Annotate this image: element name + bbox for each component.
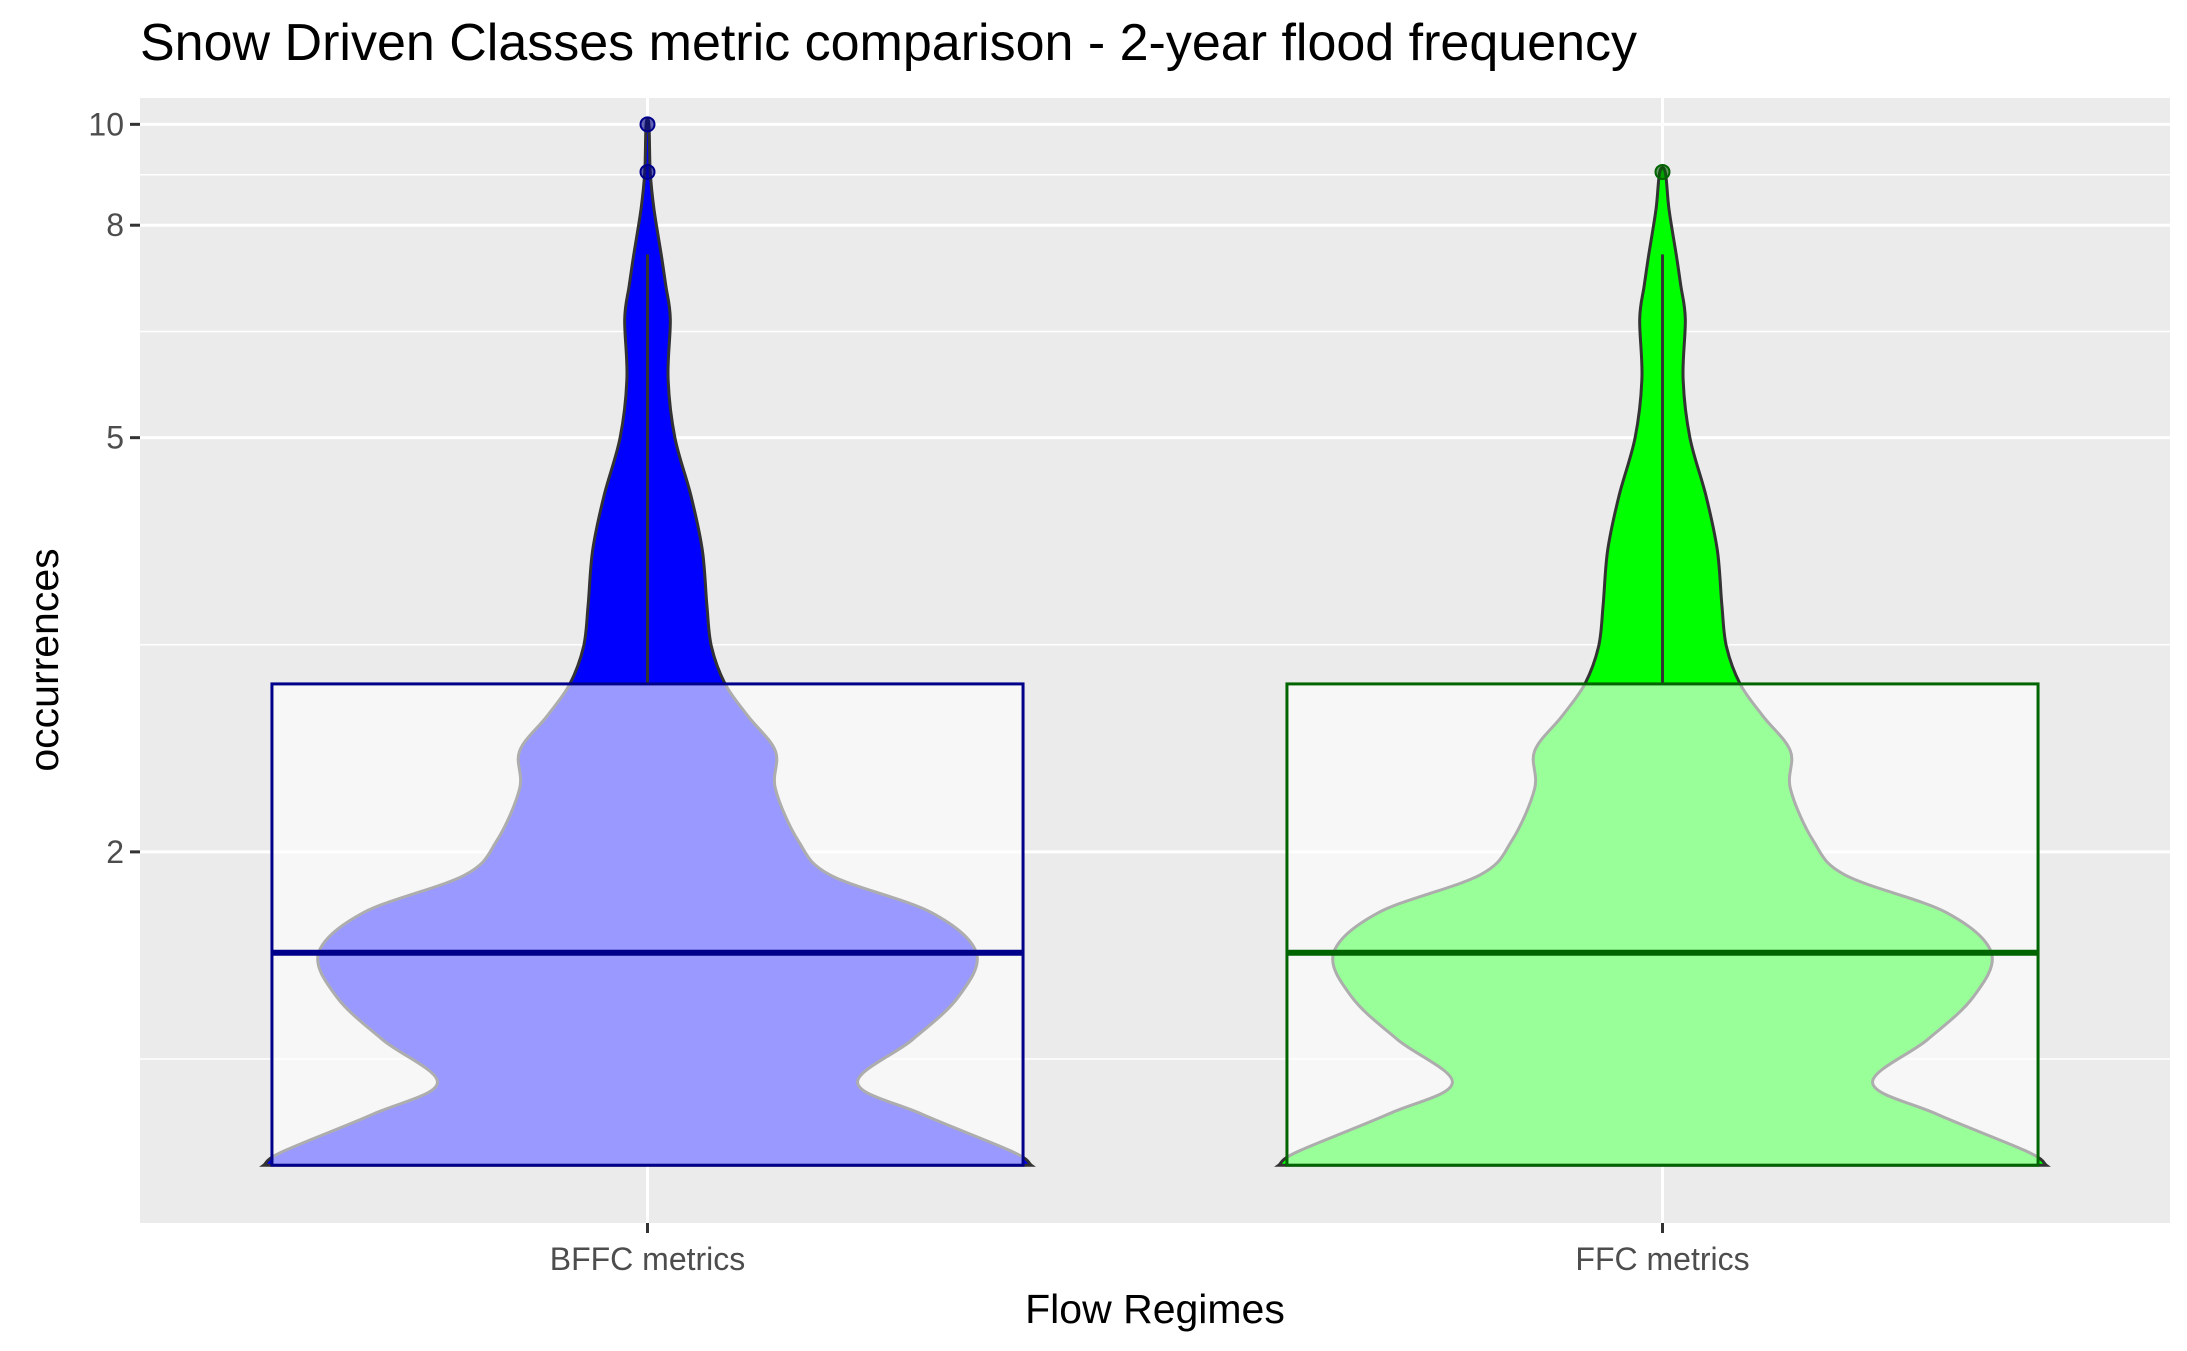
x-tick-label-2: FFC metrics <box>1575 1241 1749 1277</box>
box-1 <box>270 682 1025 1167</box>
x-axis: BFFC metrics FFC metrics <box>550 1223 1750 1277</box>
outlier-point-1-2 <box>639 116 656 133</box>
y-tick-label-5: 5 <box>106 420 124 456</box>
x-axis-title: Flow Regimes <box>1025 1286 1285 1332</box>
boxplots <box>270 116 2040 1167</box>
y-axis: 2 5 8 10 <box>88 106 140 870</box>
chart-title: Snow Driven Classes metric comparison - … <box>140 14 1637 72</box>
outlier-point-2-1 <box>1654 163 1671 180</box>
x-tick-label-1: BFFC metrics <box>550 1241 746 1277</box>
box-2 <box>1285 682 2040 1167</box>
y-tick-label-10: 10 <box>88 106 124 142</box>
y-tick-label-8: 8 <box>106 207 124 243</box>
y-tick-label-2: 2 <box>106 834 124 870</box>
y-axis-title: occurrences <box>21 548 67 771</box>
outlier-point-1-1 <box>639 163 656 180</box>
